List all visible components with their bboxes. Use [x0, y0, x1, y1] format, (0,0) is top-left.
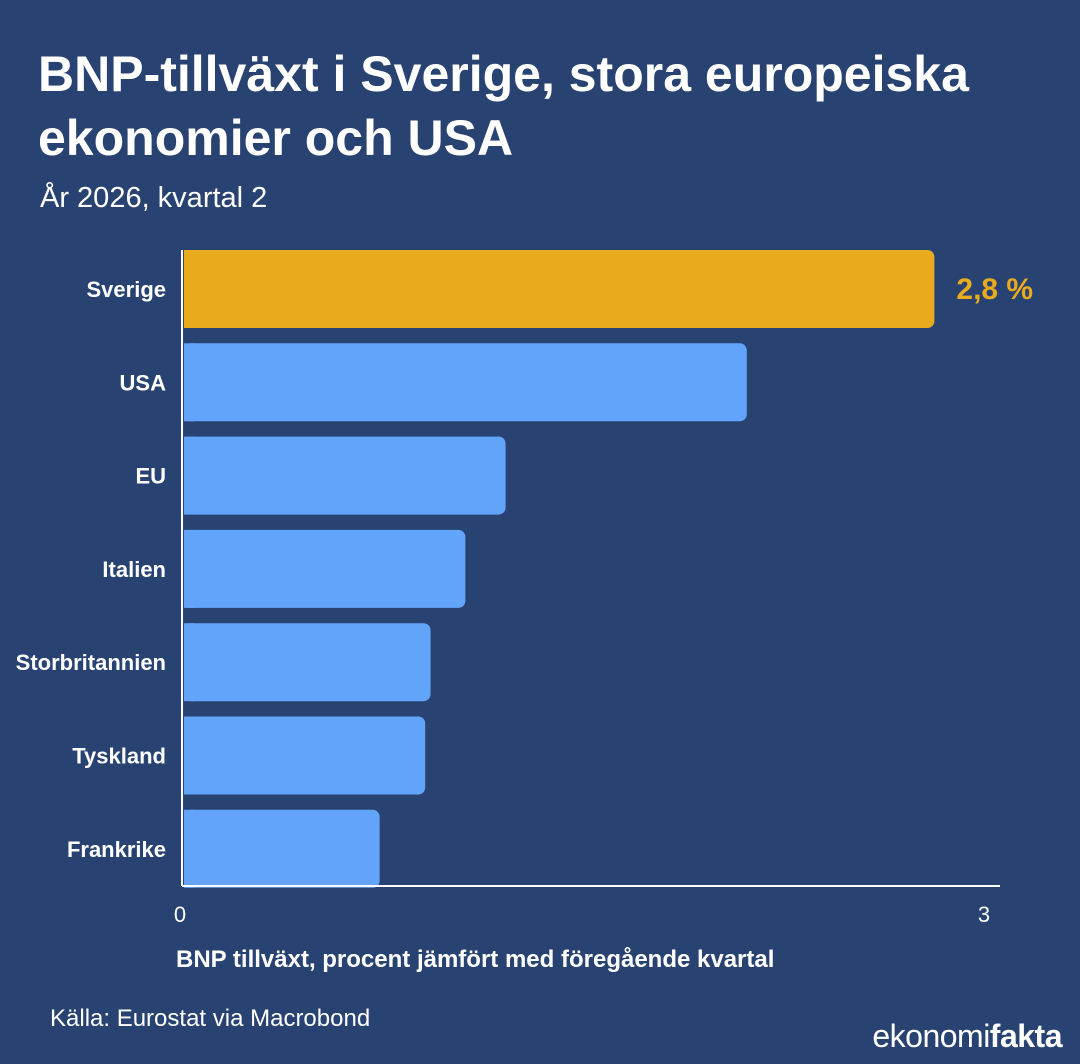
- bar-edge-storbritannien: [184, 623, 194, 702]
- x-tick-label: 3: [978, 902, 990, 927]
- bar-edge-usa: [184, 343, 194, 422]
- logo-part2: fakta: [989, 1018, 1063, 1054]
- chart-title: BNP-tillväxt i Sverige, stora europeiska…: [38, 46, 969, 166]
- category-label: Storbritannien: [16, 650, 166, 675]
- bar-frankrike: [184, 809, 380, 888]
- bar-storbritannien: [184, 623, 431, 702]
- category-label: USA: [120, 370, 167, 395]
- category-label: Frankrike: [67, 837, 166, 862]
- data-label: 2,8 %: [956, 273, 1033, 306]
- bar-edge-italien: [184, 529, 194, 608]
- bar-edge-sverige: [184, 250, 194, 328]
- bar-italien: [184, 529, 466, 608]
- chart-subtitle: År 2026, kvartal 2: [40, 182, 268, 214]
- bar-edge-frankrike: [184, 809, 194, 888]
- ekonomifakta-logo: ekonomifakta: [872, 1018, 1062, 1055]
- bar-eu: [184, 436, 506, 515]
- x-axis-title: BNP tillväxt, procent jämfört med föregå…: [176, 946, 774, 973]
- x-tick-label: 0: [174, 902, 186, 927]
- bar-edge-tyskland: [184, 716, 194, 795]
- category-label: EU: [135, 464, 166, 489]
- bar-usa: [184, 343, 747, 422]
- logo-part1: ekonomi: [872, 1018, 990, 1054]
- bar-sverige: [184, 250, 935, 328]
- bar-edge-eu: [184, 436, 194, 515]
- category-label: Sverige: [87, 277, 167, 302]
- bar-tyskland: [184, 716, 426, 795]
- category-label: Tyskland: [72, 744, 166, 769]
- source-note: Källa: Eurostat via Macrobond: [50, 1005, 371, 1032]
- category-label: Italien: [102, 557, 166, 582]
